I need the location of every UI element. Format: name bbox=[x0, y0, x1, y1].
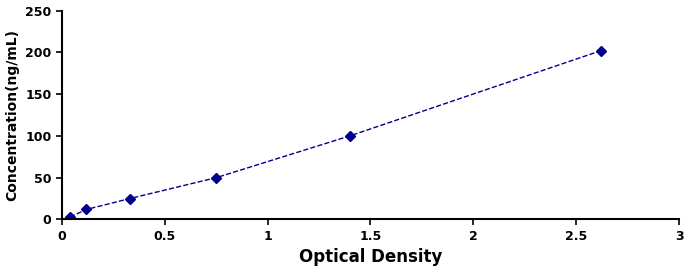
Y-axis label: Concentration(ng/mL): Concentration(ng/mL) bbox=[6, 29, 19, 201]
X-axis label: Optical Density: Optical Density bbox=[299, 248, 442, 267]
